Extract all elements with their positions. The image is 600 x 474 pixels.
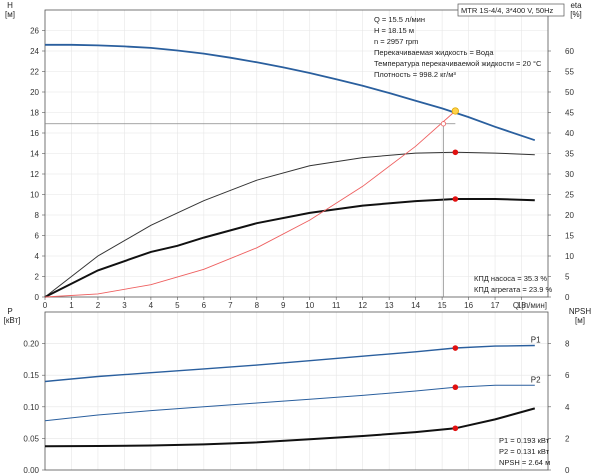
series-line-NPSH bbox=[44, 407, 536, 448]
y-left-tick-label: 0.20 bbox=[23, 340, 39, 349]
y-right-tick-label: 2 bbox=[565, 434, 570, 443]
y-right-axis-unit: [%] bbox=[570, 10, 582, 19]
info-line: Плотность = 998.2 кг/м³ bbox=[374, 70, 456, 79]
y-right-axis-unit: [м] bbox=[575, 316, 585, 325]
x-tick-label: 10 bbox=[305, 301, 314, 310]
x-tick-label: 2 bbox=[96, 301, 101, 310]
eta-pump-marker bbox=[452, 149, 459, 156]
info-block: Q = 15.5 л/мин H = 18.15 м n = 2957 rpm … bbox=[374, 15, 542, 79]
x-tick-label: 5 bbox=[175, 301, 180, 310]
x-axis-label: Q [л/мин] bbox=[513, 301, 547, 310]
info-line: n = 2957 rpm bbox=[374, 37, 418, 46]
x-tick-label: 15 bbox=[438, 301, 447, 310]
x-tick-label: 9 bbox=[281, 301, 286, 310]
y-left-tick-label: 14 bbox=[30, 150, 39, 159]
y-left-tick-label: 22 bbox=[30, 68, 39, 77]
x-tick-label: 11 bbox=[332, 301, 341, 310]
y-right-tick-label: 5 bbox=[565, 273, 570, 282]
series-line-head bbox=[45, 43, 536, 142]
y-left-tick-label: 6 bbox=[35, 232, 40, 241]
x-tick-label: 6 bbox=[202, 301, 207, 310]
y-left-tick-label: 8 bbox=[35, 211, 40, 220]
x-tick-label: 3 bbox=[122, 301, 127, 310]
y-left-tick-label: 0.15 bbox=[23, 371, 39, 380]
op-marker-P1 bbox=[452, 345, 459, 351]
x-tick-label: 14 bbox=[411, 301, 420, 310]
info-line: H = 18.15 м bbox=[374, 26, 414, 35]
y-right-tick-label: 8 bbox=[565, 340, 570, 349]
series-line-P1 bbox=[44, 344, 535, 383]
y-left-tick-label: 26 bbox=[30, 27, 39, 36]
info-line: Температура перекачиваемой жидкости = 20… bbox=[374, 59, 542, 68]
lower-chart: 0.00 0.05 0.10 0.15 0.20 0 2 4 6 8 P[кВт] NPSH[м] P1… bbox=[4, 307, 592, 474]
y-right-tick-label: 0 bbox=[565, 466, 570, 474]
y-left-tick-label: 0.10 bbox=[23, 403, 39, 412]
op-marker-NPSH bbox=[452, 425, 459, 432]
y-left-tick-label: 0.00 bbox=[23, 466, 39, 474]
title-box bbox=[457, 3, 565, 17]
y-right-tick-label: 6 bbox=[565, 371, 570, 380]
x-tick-label: 0 bbox=[43, 301, 48, 310]
series-label-P2: P2 bbox=[531, 375, 541, 384]
y-left-axis-unit: [м] bbox=[5, 10, 15, 19]
y-left-axis-unit: [кВт] bbox=[4, 316, 21, 325]
y-right-tick-label: 30 bbox=[565, 170, 574, 179]
series-line-eta_pump bbox=[44, 151, 535, 298]
title-text: MTR 1S-4/4, 3*400 V, 50Hz bbox=[461, 6, 554, 15]
series-label-P1: P1 bbox=[531, 335, 541, 344]
y-left-tick-label: 4 bbox=[35, 252, 40, 261]
series-line-P2 bbox=[44, 384, 535, 422]
y-right-axis-label: NPSH bbox=[569, 307, 591, 316]
y-right-tick-label: 4 bbox=[565, 403, 570, 412]
system-point-marker bbox=[440, 121, 447, 127]
y-right-tick-label: 40 bbox=[565, 129, 574, 138]
y-left-tick-label: 18 bbox=[30, 109, 39, 118]
y-right-tick-label: 0 bbox=[565, 293, 570, 302]
y-right-tick-label: 20 bbox=[565, 211, 574, 220]
eta-unit-marker bbox=[452, 196, 459, 202]
x-tick-label: 16 bbox=[464, 301, 473, 310]
x-tick-label: 1 bbox=[69, 301, 74, 310]
y-right-tick-label: 55 bbox=[565, 68, 574, 77]
y-left-tick-label: 16 bbox=[30, 129, 39, 138]
y-right-tick-label: 25 bbox=[565, 191, 574, 200]
y-left-tick-label: 12 bbox=[30, 170, 39, 179]
series-line-system bbox=[44, 110, 456, 298]
plot-frame bbox=[44, 311, 549, 471]
p1-note: P1 = 0.193 кВт bbox=[499, 436, 550, 445]
y-left-tick-label: 2 bbox=[35, 273, 40, 282]
y-right-tick-label: 45 bbox=[565, 109, 574, 118]
y-left-axis-label: P bbox=[7, 307, 12, 316]
info-line: Перекачиваемая жидкость = Вода bbox=[374, 48, 494, 57]
upper-chart: 0 1 2 3 4 5 6 7 8 9 10 11 12 13 14 15 16 17 18024681012141… bbox=[5, 1, 582, 310]
x-tick-label: 12 bbox=[358, 301, 367, 310]
y-right-tick-label: 15 bbox=[565, 232, 574, 241]
op-marker-P2 bbox=[452, 384, 459, 391]
x-tick-label: 8 bbox=[255, 301, 260, 310]
y-left-tick-label: 10 bbox=[30, 191, 39, 200]
info-line: Q = 15.5 л/мин bbox=[374, 15, 425, 24]
y-right-tick-label: 50 bbox=[565, 88, 574, 97]
eff-unit-note: КПД агрегата = 23.9 % bbox=[474, 285, 552, 294]
y-right-tick-label: 10 bbox=[565, 252, 574, 261]
y-right-tick-label: 60 bbox=[565, 47, 574, 56]
x-tick-label: 17 bbox=[491, 301, 500, 310]
x-tick-label: 18 bbox=[517, 301, 526, 310]
x-tick-label: 13 bbox=[385, 301, 394, 310]
y-right-axis-label: eta bbox=[570, 1, 582, 10]
npsh-note: NPSH = 2.64 м bbox=[499, 458, 550, 467]
y-left-tick-label: 0.05 bbox=[23, 434, 39, 443]
y-right-tick-label: 35 bbox=[565, 150, 574, 159]
y-left-axis-label: H bbox=[7, 1, 13, 10]
series-line-eta_unit bbox=[44, 198, 535, 298]
head-op-marker bbox=[451, 107, 459, 115]
p2-note: P2 = 0.131 кВт bbox=[499, 447, 550, 456]
eff-pump-note: КПД насоса = 35.3 % bbox=[474, 274, 547, 283]
x-tick-label: 7 bbox=[228, 301, 233, 310]
y-left-tick-label: 24 bbox=[30, 47, 39, 56]
y-left-tick-label: 20 bbox=[30, 88, 39, 97]
x-tick-label: 4 bbox=[149, 301, 154, 310]
y-left-tick-label: 0 bbox=[35, 293, 40, 302]
